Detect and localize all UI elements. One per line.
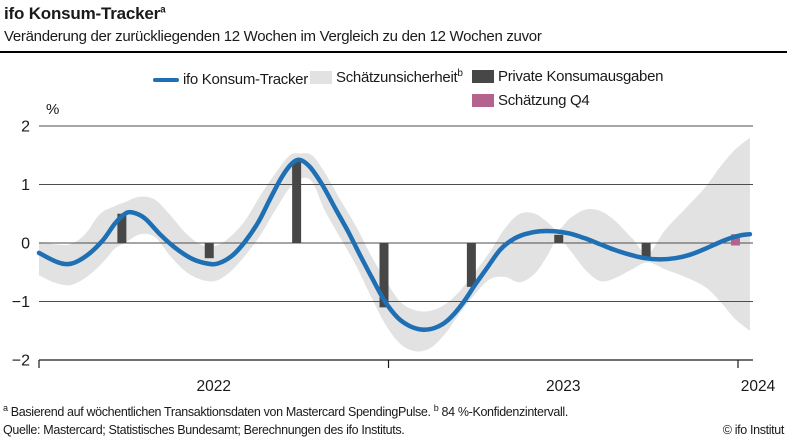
uncertainty-band <box>39 137 750 352</box>
y-axis-tick-label: 1 <box>21 177 30 194</box>
y-axis-unit-label: % <box>46 101 59 118</box>
page-title-text: ifo Konsum-Tracker <box>4 4 161 23</box>
footnote-b-text: 84 %-Konfidenzintervall. <box>441 405 569 420</box>
footnote-line: a Basierend auf wöchentlichen Transaktio… <box>3 403 568 419</box>
estimate-q4-bar <box>731 234 740 246</box>
legend-item-schaetzung-q4: Schätzung Q4 <box>472 92 590 109</box>
footnote-a-text: Basierend auf wöchentlichen Transaktions… <box>10 405 431 420</box>
y-axis-tick-label: −1 <box>12 294 30 311</box>
page-title: ifo Konsum-Trackera <box>4 4 166 24</box>
source-text: Quelle: Mastercard; Statistisches Bundes… <box>3 423 405 437</box>
source-line: Quelle: Mastercard; Statistisches Bundes… <box>3 423 784 437</box>
chart-legend: ifo Konsum-Tracker Schätzunsicherheitb P… <box>0 68 787 116</box>
legend-label: Schätzunsicherheitb <box>336 68 463 86</box>
legend-item-konsum-tracker: ifo Konsum-Tracker <box>153 71 308 88</box>
line-swatch-icon <box>153 77 179 82</box>
consumption-bar <box>379 243 389 308</box>
legend-item-schaetzunsicherheit: Schätzunsicherheitb <box>310 68 463 86</box>
estimate-swatch-icon <box>472 94 494 107</box>
x-axis-tick-label: 2024 <box>741 378 776 395</box>
bar-swatch-icon <box>472 70 494 83</box>
legend-label-text: Schätzunsicherheit <box>336 69 458 86</box>
chart-subtitle: Veränderung der zurückliegenden 12 Woche… <box>4 28 542 45</box>
band-swatch-icon <box>310 70 332 84</box>
legend-item-private-konsumausgaben: Private Konsumausgaben <box>472 68 663 85</box>
consumption-bar <box>204 243 214 259</box>
legend-label: ifo Konsum-Tracker <box>183 71 308 88</box>
legend-label: Private Konsumausgaben <box>498 68 664 85</box>
y-axis-tick-label: −2 <box>12 353 30 370</box>
consumption-bar <box>117 213 127 243</box>
header-divider <box>0 51 787 53</box>
title-footnote-marker: a <box>160 4 166 16</box>
konsum-tracker-line <box>36 157 753 332</box>
x-axis-tick-label: 2022 <box>197 378 231 395</box>
consumption-bar <box>641 243 651 258</box>
footnote-marker-b: b <box>433 403 439 413</box>
legend-label: Schätzung Q4 <box>498 92 590 109</box>
x-axis-tick-label: 2023 <box>546 378 580 395</box>
consumption-bar <box>466 243 476 287</box>
y-axis-tick-label: 0 <box>21 236 30 253</box>
y-axis-tick-label: 2 <box>21 119 30 136</box>
legend-footnote-marker: b <box>457 68 463 79</box>
consumption-bar <box>554 234 564 243</box>
copyright-text: © ifo Institut <box>722 423 785 437</box>
consumption-bar <box>292 161 302 243</box>
footnote-marker-a: a <box>3 403 8 413</box>
